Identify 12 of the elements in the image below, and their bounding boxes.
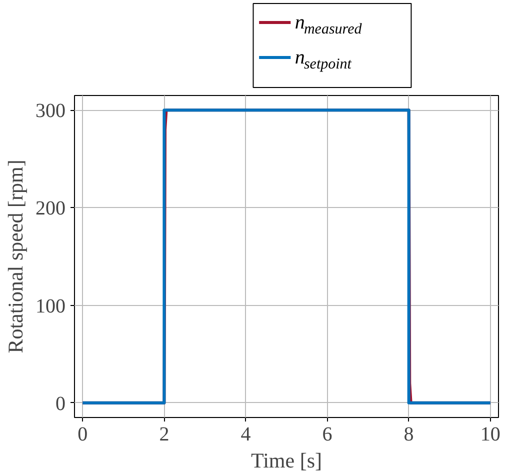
y-tick-label: 0 [56, 392, 66, 415]
x-tick-label: 10 [480, 424, 500, 446]
y-axis-title: Rotational speed [rpm] [4, 160, 28, 354]
x-tick-label: 4 [240, 424, 251, 446]
x-tick-label: 2 [159, 424, 170, 446]
y-tick-label: 100 [36, 295, 66, 318]
y-tick-label: 300 [36, 100, 66, 122]
x-tick-label: 0 [78, 424, 88, 446]
y-tick-label: 200 [36, 198, 66, 220]
x-axis-title: Time [s] [251, 448, 322, 472]
x-tick-label: 8 [404, 424, 414, 446]
x-tick-label: 6 [322, 424, 332, 446]
